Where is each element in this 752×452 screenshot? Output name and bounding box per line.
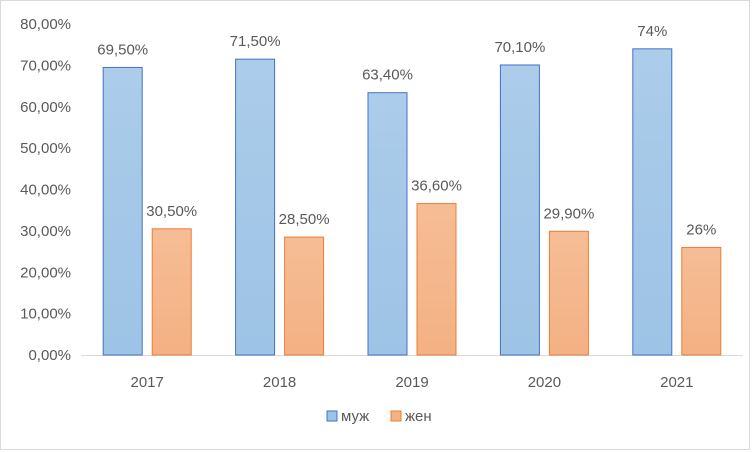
legend-swatch-жен	[390, 410, 402, 422]
data-label: 28,50%	[279, 211, 330, 228]
bar-муж-2018	[235, 58, 276, 356]
data-label: 70,10%	[494, 39, 545, 56]
bar-жен-2020	[548, 230, 589, 356]
bar-жен-2021	[681, 246, 722, 356]
x-tick-label: 2017	[131, 374, 164, 391]
data-label: 71,50%	[230, 33, 281, 50]
data-label: 36,60%	[411, 178, 462, 195]
bar-жен-2019	[416, 203, 457, 356]
x-tick-label: 2019	[395, 374, 428, 391]
y-tick-label: 70,00%	[20, 57, 71, 74]
data-label: 74%	[637, 23, 667, 40]
bars	[102, 48, 722, 356]
legend: муж жен	[326, 408, 432, 425]
y-tick-label: 50,00%	[20, 140, 71, 157]
bar-жен-2017	[151, 228, 192, 356]
y-tick-label: 0,00%	[28, 347, 71, 364]
x-tick-label: 2018	[263, 374, 296, 391]
bar-муж-2019	[367, 92, 408, 356]
legend-label: муж	[341, 408, 369, 425]
y-axis: 0,00% 10,00% 20,00% 30,00% 40,00% 50,00% 60,00…	[20, 16, 743, 364]
data-label: 30,50%	[146, 203, 197, 220]
y-tick-label: 10,00%	[20, 306, 71, 323]
legend-swatch-муж	[326, 410, 338, 422]
x-axis: 2017 2018 2019 2020 2021	[131, 374, 694, 391]
y-tick-label: 60,00%	[20, 99, 71, 116]
bar-муж-2020	[499, 64, 540, 356]
data-label: 26%	[686, 221, 716, 238]
y-tick-label: 40,00%	[20, 182, 71, 199]
data-label: 69,50%	[97, 41, 148, 58]
bar-муж-2021	[632, 48, 673, 356]
data-labels: 69,50% 30,50% 71,50% 28,50% 63,40% 36,60% 70,1…	[97, 23, 716, 239]
data-label: 63,40%	[362, 67, 413, 84]
y-tick-label: 20,00%	[20, 264, 71, 281]
bar-жен-2018	[284, 236, 325, 356]
y-tick-label: 30,00%	[20, 223, 71, 240]
x-tick-label: 2020	[528, 374, 561, 391]
y-tick-label: 80,00%	[20, 16, 71, 33]
data-label: 29,90%	[543, 205, 594, 222]
bar-муж-2017	[102, 66, 143, 356]
x-tick-label: 2021	[660, 374, 693, 391]
legend-label: жен	[405, 408, 432, 425]
